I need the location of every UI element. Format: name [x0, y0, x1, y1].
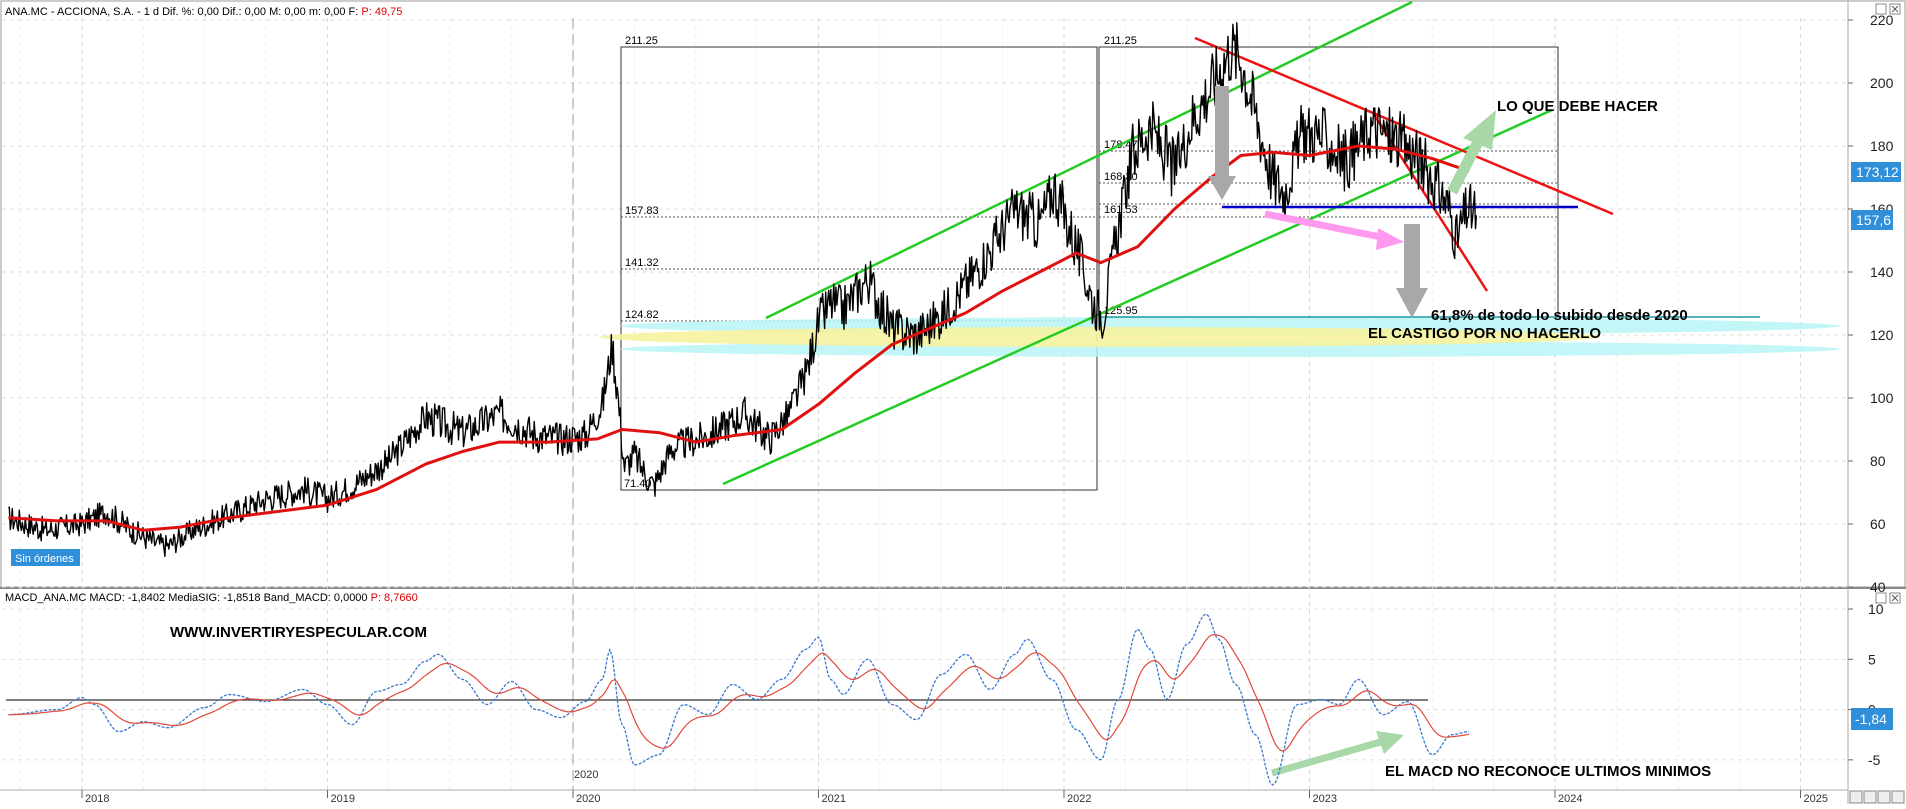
green-arrow-up — [1447, 110, 1496, 195]
gray-arrow-left — [1208, 86, 1236, 200]
price-grid — [2, 19, 1848, 588]
annotation-should-do: LO QUE DEBE HACER — [1497, 98, 1658, 115]
macd-value-badge — [1851, 708, 1893, 730]
time-label-2023: 2023 — [1313, 793, 1337, 804]
ma-price-badge — [1851, 162, 1901, 182]
fib-zone-yellow-band — [600, 327, 1600, 347]
ma-price-badge-label: 173,12 — [1856, 164, 1899, 180]
macd-green-arrow — [1271, 731, 1404, 777]
time-axis: 2018 2019 2020 2021 2022 2023 2024 2025 — [81, 790, 1828, 805]
last-price-badge-label: 157,6 — [1856, 212, 1891, 228]
price-pane-window-buttons[interactable] — [1875, 3, 1901, 15]
fib-label-157: 157.83 — [625, 205, 659, 217]
status-badge-label: Sin órdenes — [15, 553, 74, 565]
macd-value-badge-label: -1,84 — [1855, 711, 1887, 727]
price-label-80: 80 — [1870, 453, 1886, 469]
macd-pane-window-buttons[interactable] — [1875, 592, 1901, 604]
price-label-140: 140 — [1870, 264, 1894, 280]
time-label-2018: 2018 — [85, 793, 109, 804]
time-label-2022: 2022 — [1067, 793, 1091, 804]
annotation-macd-note: EL MACD NO RECONOCE ULTIMOS MINIMOS — [1385, 763, 1711, 780]
time-label-2021: 2021 — [822, 793, 846, 804]
bottom-toolbar[interactable] — [1849, 790, 1905, 804]
toolbar-button-3[interactable] — [1877, 790, 1891, 804]
macd-grid — [2, 608, 1848, 761]
price-label-40: 40 — [1870, 579, 1886, 595]
macd-label--5: -5 — [1868, 752, 1881, 768]
fib-label-71: 71.40 — [624, 478, 652, 490]
macd-label-10: 10 — [1868, 601, 1884, 617]
fib-label-141: 141.32 — [625, 257, 659, 269]
website-label: WWW.INVERTIRYESPECULAR.COM — [170, 624, 427, 641]
channel-lower-line[interactable] — [722, 108, 1553, 486]
annotation-punishment: EL CASTIGO POR NO HACERLO — [1368, 325, 1601, 342]
macd-signal-series[interactable] — [8, 633, 1470, 752]
save-icon[interactable] — [1863, 790, 1877, 804]
fib-label-124: 124.82 — [625, 309, 659, 321]
macd-label-5: 5 — [1868, 651, 1876, 667]
moving-average-series[interactable] — [8, 144, 1470, 532]
macd-header: MACD_ANA.MC MACD: -1,8402 MediaSIG: -1,8… — [5, 592, 418, 604]
status-badge[interactable] — [11, 549, 80, 566]
time-label-2025: 2025 — [1804, 793, 1828, 804]
price-series[interactable] — [8, 22, 1478, 557]
price-label-180: 180 — [1870, 138, 1894, 154]
channel-upper-line[interactable] — [765, 0, 1413, 320]
time-label-2020: 2020 — [576, 793, 600, 804]
annotation-fib-note: 61,8% de todo lo subido desde 2020 — [1431, 307, 1688, 324]
price-label-220: 220 — [1870, 12, 1894, 28]
macd-pane-restore-icon[interactable] — [1875, 592, 1887, 604]
toolbar-button-1[interactable] — [1849, 790, 1863, 804]
pink-arrow — [1264, 210, 1404, 250]
price-label-60: 60 — [1870, 516, 1886, 532]
price-label-200: 200 — [1870, 75, 1894, 91]
time-label-2024: 2024 — [1558, 793, 1582, 804]
price-label-100: 100 — [1870, 390, 1894, 406]
toolbar-button-4[interactable] — [1891, 790, 1905, 804]
inline-year-label: 2020 — [574, 769, 598, 781]
price-label-120: 120 — [1870, 327, 1894, 343]
gray-arrow-right — [1396, 224, 1428, 318]
last-price-badge — [1851, 210, 1893, 230]
pane-restore-icon[interactable] — [1875, 3, 1887, 15]
fib-label-211-left: 211.25 — [625, 35, 658, 47]
fib-label-211-right: 211.25 — [1104, 35, 1137, 47]
time-label-2019: 2019 — [331, 793, 355, 804]
symbol-header: ANA.MC - ACCIONA, S.A. - 1 d Dif. %: 0,0… — [5, 6, 402, 18]
fib-label-168: 168.30 — [1104, 171, 1138, 183]
